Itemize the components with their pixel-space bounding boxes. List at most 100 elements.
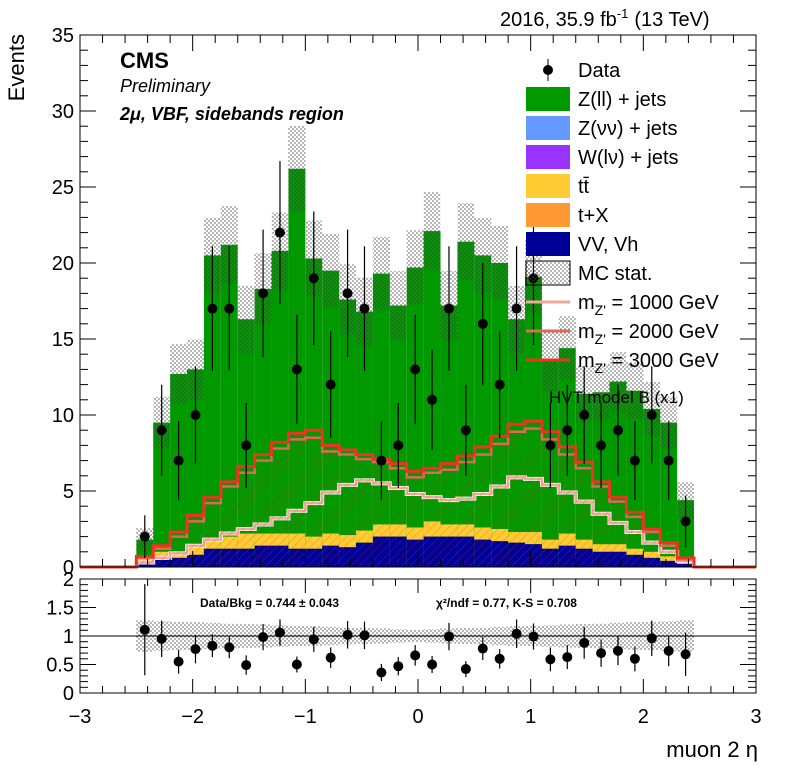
ratio-point-18 xyxy=(443,631,454,642)
legend-label: t+X xyxy=(578,205,609,227)
legend-entry-6: VV, Vh xyxy=(526,232,638,256)
ratio-y-tick-label: 0.5 xyxy=(46,655,74,677)
ratio-point-17 xyxy=(427,659,438,670)
data-point-26 xyxy=(579,410,590,420)
ratio-point-15 xyxy=(393,661,404,672)
legend-label: mZ' = 3000 GeV xyxy=(578,350,719,376)
mc-stat-band-20 xyxy=(474,217,492,294)
ratio-point-29 xyxy=(629,653,640,664)
data-point-28 xyxy=(612,425,623,436)
mc-stat-band-5 xyxy=(220,206,238,284)
lumi-label: 2016, 35.9 fb-1 (13 TeV) xyxy=(500,6,710,31)
data-point-22 xyxy=(511,303,522,314)
ratio-y-tick-label: 2 xyxy=(63,569,74,591)
data-point-29 xyxy=(629,455,640,466)
data-point-9 xyxy=(291,364,302,375)
mc-stat-band-14 xyxy=(372,236,390,311)
data-point-6 xyxy=(241,440,252,451)
data-point-14 xyxy=(376,455,387,466)
x-tick-label: 1 xyxy=(525,706,536,728)
mc-stat-band-15 xyxy=(389,270,407,341)
cms-label: CMS xyxy=(120,48,169,73)
preliminary-label: Preliminary xyxy=(120,76,211,96)
ratio-point-32 xyxy=(680,649,691,660)
ratio-point-3 xyxy=(190,644,201,655)
legend-entry-1: Z(ll) + jets xyxy=(526,87,666,111)
ratio-point-2 xyxy=(173,656,184,667)
data-point-30 xyxy=(646,410,657,420)
ratio-point-16 xyxy=(410,650,421,661)
signal-hatch-3000 xyxy=(136,421,695,567)
legend-swatch xyxy=(526,145,570,169)
legend-label: MC stat. xyxy=(578,263,652,285)
legend-entry-0: Data xyxy=(543,59,621,82)
ratio-point-26 xyxy=(579,637,590,648)
ratio-point-11 xyxy=(325,652,336,663)
ratio-point-13 xyxy=(359,630,370,641)
data-point-1 xyxy=(156,425,167,436)
ratio-y-tick-label: 0 xyxy=(63,683,74,705)
bar-zll-4 xyxy=(203,255,221,567)
mc-stat-band-19 xyxy=(457,203,475,281)
mc-stat-band-27 xyxy=(592,363,610,421)
mc-stat-band-9 xyxy=(288,125,306,212)
data-point-2 xyxy=(173,455,184,466)
ratio-point-14 xyxy=(376,667,387,678)
data-point-8 xyxy=(274,227,285,238)
data-point-3 xyxy=(190,410,201,420)
bar-zll-1 xyxy=(153,422,171,567)
legend-entry-5: t+X xyxy=(526,203,609,227)
ratio-point-31 xyxy=(663,645,674,656)
x-tick-label: 3 xyxy=(750,706,761,728)
x-tick-label: −1 xyxy=(294,706,317,728)
legend-swatch xyxy=(526,174,570,198)
ratio-point-23 xyxy=(528,631,539,642)
data-point-31 xyxy=(663,455,674,466)
signal-line-3 xyxy=(80,419,756,569)
legend-swatch xyxy=(526,116,570,140)
ratio-point-0 xyxy=(139,624,150,635)
ratio-point-28 xyxy=(612,645,623,656)
data-point-18 xyxy=(443,303,454,314)
y-tick-label: 20 xyxy=(52,253,74,275)
ratio-point-12 xyxy=(342,629,353,640)
legend-entry-9: mZ' = 2000 GeV xyxy=(526,321,719,347)
mc-stat-band-11 xyxy=(322,233,340,308)
x-tick-label: −3 xyxy=(69,706,92,728)
data-point-0 xyxy=(139,531,150,542)
ratio-point-6 xyxy=(241,660,252,671)
y-tick-label: 30 xyxy=(52,101,74,123)
data-bkg-ratio-text: Data/Bkg = 0.744 ± 0.043 xyxy=(200,596,339,610)
y-tick-label: 5 xyxy=(63,481,74,503)
data-point-25 xyxy=(562,425,573,436)
x-tick-label: −2 xyxy=(181,706,204,728)
y-tick-label: 10 xyxy=(52,405,74,427)
legend-swatch xyxy=(526,87,570,111)
legend-label: VV, Vh xyxy=(578,234,638,256)
legend-entry-2: Z(νν) + jets xyxy=(526,116,677,140)
ratio-point-7 xyxy=(258,632,269,643)
ratio-point-8 xyxy=(274,627,285,638)
legend-label: mZ' = 2000 GeV xyxy=(578,321,719,347)
data-point-17 xyxy=(427,394,438,405)
bar-zll-30 xyxy=(643,408,661,567)
data-point-19 xyxy=(460,425,471,436)
data-point-20 xyxy=(477,318,488,329)
data-point-7 xyxy=(258,288,269,299)
data-point-4 xyxy=(207,303,218,314)
legend-model-label: HVT model B (x1) xyxy=(549,388,684,407)
legend: Data Z(ll) + jets Z(νν) + jets W(lν) + jets… xyxy=(525,59,719,407)
mc-stat-band-2 xyxy=(170,344,188,404)
y-tick-label: 35 xyxy=(52,25,74,47)
legend-entry-8: mZ' = 1000 GeV xyxy=(526,292,719,318)
y-tick-label: 15 xyxy=(52,329,74,351)
ratio-point-5 xyxy=(224,642,235,653)
mc-stat-band-21 xyxy=(491,225,509,301)
main-panel: 0 5 10 15 20 25 30 35 xyxy=(52,25,757,579)
data-point-16 xyxy=(410,364,421,375)
data-point-5 xyxy=(224,303,235,314)
y-tick-label: 0 xyxy=(63,557,74,579)
legend-entry-10: mZ' = 3000 GeV xyxy=(526,350,719,376)
ratio-point-21 xyxy=(494,653,505,664)
